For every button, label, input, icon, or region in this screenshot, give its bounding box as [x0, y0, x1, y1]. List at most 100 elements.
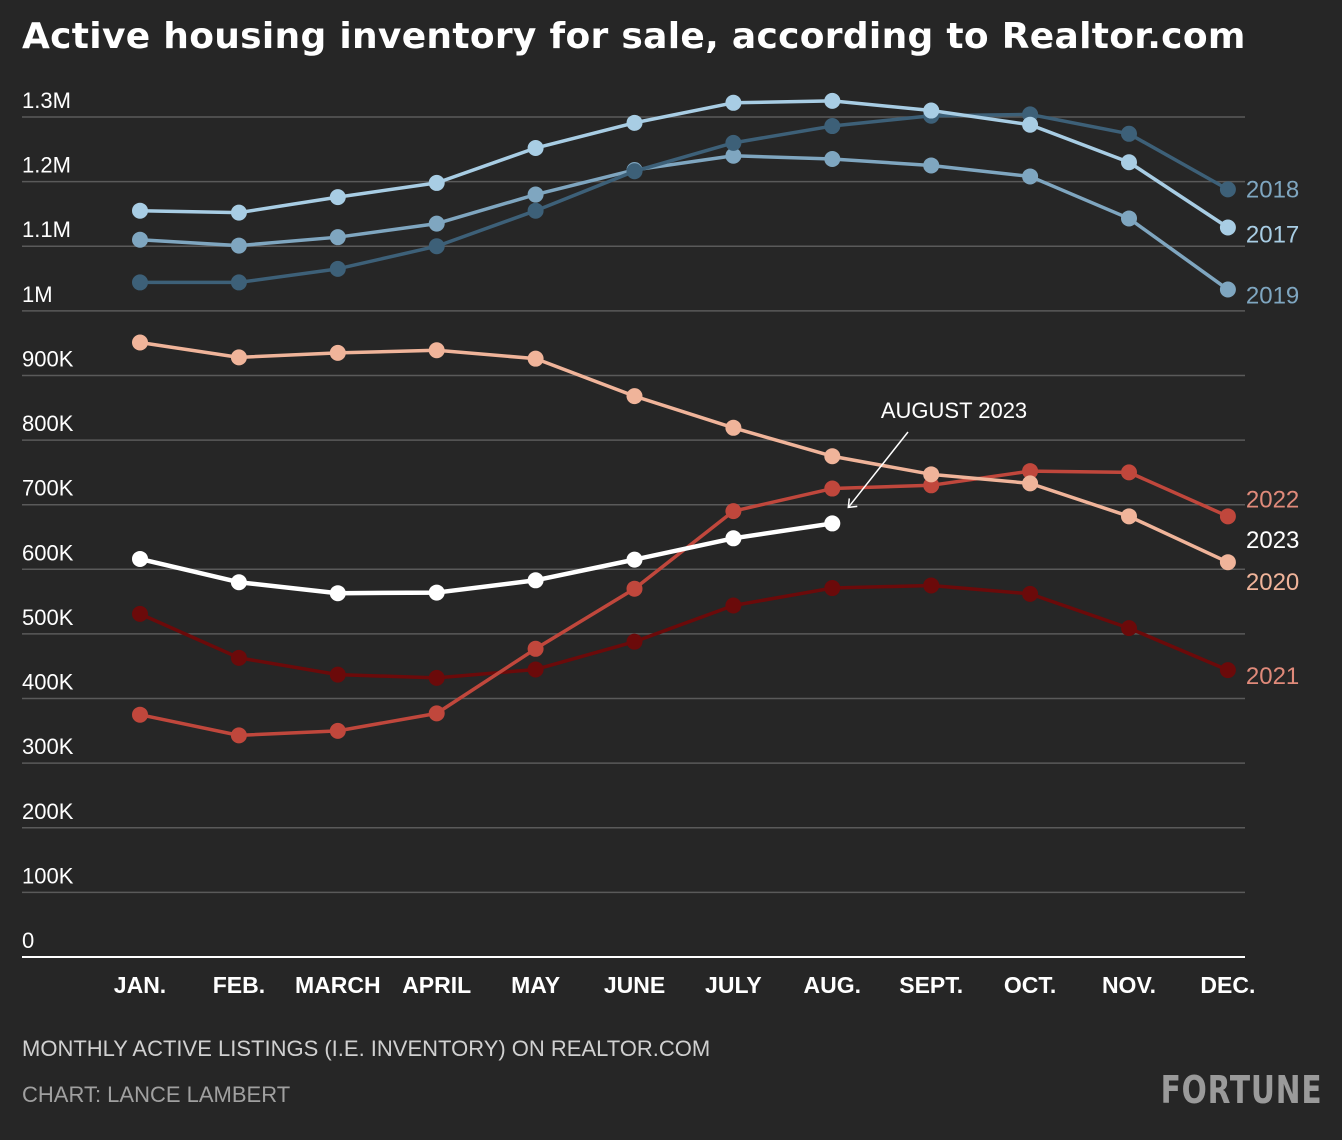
y-tick-label: 400K: [22, 670, 74, 695]
data-point-2020: [1121, 508, 1137, 525]
data-point-2021: [923, 577, 940, 594]
data-point-2018: [527, 202, 544, 219]
data-point-2020: [329, 344, 346, 361]
data-point-2017: [1121, 154, 1137, 171]
y-tick-label: 1.3M: [22, 88, 71, 113]
data-point-2018: [626, 163, 643, 180]
data-point-2022: [1022, 463, 1039, 480]
data-point-2020: [132, 334, 148, 351]
data-point-2019: [824, 151, 841, 167]
data-point-2020: [626, 388, 643, 405]
data-point-2022: [132, 706, 148, 723]
y-tick-label: 600K: [22, 540, 74, 565]
data-point-2020: [1219, 554, 1236, 571]
series-line-2023: [137, 521, 835, 596]
data-point-2021: [824, 580, 841, 597]
data-point-2018: [132, 274, 148, 291]
data-point-2023: [428, 584, 445, 601]
x-tick-label: JAN.: [114, 972, 166, 998]
data-point-2023: [329, 585, 346, 602]
chart-credit: CHART: LANCE LAMBERT: [22, 1082, 291, 1107]
data-point-2020: [428, 342, 445, 359]
x-tick-label: MARCH: [295, 972, 381, 998]
data-point-2021: [1121, 620, 1137, 637]
data-point-2017: [527, 140, 544, 157]
data-point-2019: [527, 186, 544, 203]
annotation-arrow: [847, 431, 909, 508]
series-line-2020: [138, 340, 1230, 564]
data-point-2019: [132, 231, 148, 248]
data-point-2022: [329, 722, 346, 739]
x-tick-label: MAY: [511, 972, 560, 998]
data-point-2020: [527, 350, 544, 367]
data-point-2022: [1121, 464, 1137, 481]
data-point-2022: [428, 705, 445, 722]
y-tick-label: 1M: [22, 282, 53, 307]
y-tick-label: 300K: [22, 734, 74, 759]
data-point-2021: [1219, 662, 1236, 679]
data-point-2018: [428, 238, 445, 255]
x-tick-label: SEPT.: [899, 972, 963, 998]
series-label-2021: 2021: [1246, 663, 1299, 690]
data-point-2019: [1121, 210, 1137, 227]
y-tick-label: 1.2M: [22, 153, 71, 178]
data-point-2019: [230, 237, 247, 254]
y-tick-label: 100K: [22, 863, 74, 888]
data-point-2020: [1022, 475, 1039, 492]
x-tick-label: NOV.: [1102, 972, 1156, 998]
x-tick-label: OCT.: [1004, 972, 1056, 998]
data-point-2021: [527, 661, 544, 678]
data-point-2022: [725, 503, 742, 520]
series-label-2022: 2022: [1246, 486, 1299, 513]
series-label-2018: 2018: [1246, 176, 1299, 203]
data-point-2022: [626, 580, 643, 597]
data-point-2018: [329, 260, 346, 277]
data-point-2022: [923, 477, 940, 494]
data-point-2017: [824, 92, 841, 109]
data-point-2019: [428, 215, 445, 232]
data-point-2021: [1022, 585, 1039, 602]
data-point-2019: [725, 147, 742, 164]
data-point-2023: [230, 574, 247, 591]
x-tick-label: DEC.: [1200, 972, 1255, 998]
brand-logo: FORTUNE: [1160, 1068, 1322, 1112]
series-line-2017: [138, 99, 1230, 230]
series-label-2019: 2019: [1246, 283, 1299, 310]
data-point-2018: [824, 118, 841, 135]
y-tick-label: 900K: [22, 346, 74, 371]
x-tick-label: APRIL: [402, 972, 471, 998]
data-point-2023: [725, 530, 742, 547]
data-point-2022: [230, 727, 247, 744]
data-point-2018: [1219, 181, 1236, 198]
data-point-2017: [1022, 116, 1039, 133]
data-point-2021: [132, 605, 148, 622]
annotation-label: AUGUST 2023: [881, 398, 1027, 423]
y-tick-label: 500K: [22, 605, 74, 630]
chart-title: Active housing inventory for sale, accor…: [22, 16, 1246, 57]
data-point-2022: [1219, 508, 1236, 525]
data-point-2019: [923, 157, 940, 174]
data-point-2017: [428, 174, 445, 191]
data-point-2021: [725, 597, 742, 614]
data-point-2023: [824, 515, 841, 532]
series-line-2018: [138, 112, 1230, 285]
data-point-2017: [923, 102, 940, 119]
x-tick-label: FEB.: [213, 972, 265, 998]
data-point-2022: [527, 640, 544, 657]
annotation-arrowhead: [847, 498, 858, 509]
data-point-2019: [1022, 168, 1039, 185]
data-point-2017: [329, 189, 346, 206]
data-point-2020: [923, 466, 940, 483]
series-label-2017: 2017: [1246, 221, 1299, 248]
data-point-2018: [725, 134, 742, 151]
series-label-2020: 2020: [1246, 569, 1299, 596]
data-point-2021: [329, 666, 346, 683]
y-tick-label: 200K: [22, 799, 74, 824]
data-point-2017: [132, 202, 148, 219]
series-line-2022: [138, 469, 1230, 738]
data-point-2017: [725, 94, 742, 111]
data-point-2018: [230, 274, 247, 291]
data-point-2020: [725, 419, 742, 436]
chart-footnote: MONTHLY ACTIVE LISTINGS (I.E. INVENTORY)…: [22, 1036, 711, 1061]
